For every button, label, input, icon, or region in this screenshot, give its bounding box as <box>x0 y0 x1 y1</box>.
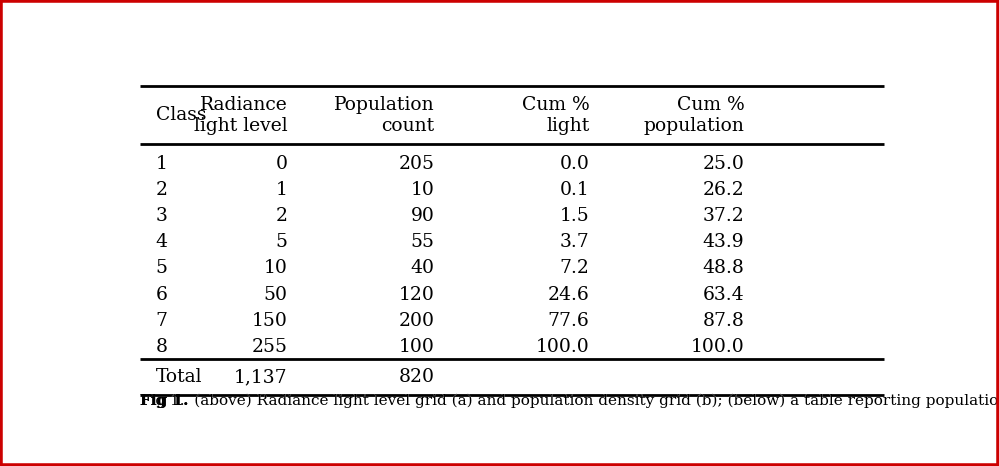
Text: 0.1: 0.1 <box>559 181 589 199</box>
Text: 100.0: 100.0 <box>535 338 589 356</box>
Text: 48.8: 48.8 <box>702 260 744 277</box>
Text: 25.0: 25.0 <box>702 155 744 172</box>
Text: 10: 10 <box>264 260 288 277</box>
Text: 2: 2 <box>276 207 288 225</box>
Text: 24.6: 24.6 <box>547 286 589 303</box>
Text: 205: 205 <box>399 155 435 172</box>
Text: Fig 1.: Fig 1. <box>140 394 189 408</box>
Text: 120: 120 <box>399 286 435 303</box>
Text: 5: 5 <box>156 260 168 277</box>
Text: 55: 55 <box>411 233 435 251</box>
Text: 40: 40 <box>411 260 435 277</box>
Text: 255: 255 <box>252 338 288 356</box>
Text: 7.2: 7.2 <box>559 260 589 277</box>
Text: Total: Total <box>156 368 203 386</box>
Text: Fig 1.  (above) Radiance light level grid (a) and population density grid (b); (: Fig 1. (above) Radiance light level grid… <box>140 394 999 408</box>
Text: 100.0: 100.0 <box>690 338 744 356</box>
Text: 5: 5 <box>276 233 288 251</box>
Text: 3: 3 <box>156 207 168 225</box>
Text: Fig 1.  (above) Radiance light level grid (a) and population density grid (b); (: Fig 1. (above) Radiance light level grid… <box>140 394 999 408</box>
Text: 200: 200 <box>399 312 435 330</box>
Text: 150: 150 <box>252 312 288 330</box>
Text: 10: 10 <box>411 181 435 199</box>
Text: Population
count: Population count <box>334 96 435 135</box>
Text: 0: 0 <box>276 155 288 172</box>
Text: 1: 1 <box>156 155 168 172</box>
Text: 820: 820 <box>399 368 435 386</box>
Text: 87.8: 87.8 <box>702 312 744 330</box>
Text: 3.7: 3.7 <box>559 233 589 251</box>
Text: 1,137: 1,137 <box>234 368 288 386</box>
Text: 37.2: 37.2 <box>702 207 744 225</box>
Text: 90: 90 <box>411 207 435 225</box>
Text: 63.4: 63.4 <box>702 286 744 303</box>
Text: 6: 6 <box>156 286 168 303</box>
Text: Class: Class <box>156 106 207 124</box>
Text: 2: 2 <box>156 181 168 199</box>
Text: 43.9: 43.9 <box>702 233 744 251</box>
Text: 1: 1 <box>276 181 288 199</box>
Text: 1.5: 1.5 <box>559 207 589 225</box>
Text: Cum %
population: Cum % population <box>643 96 744 135</box>
Text: Fig 1.: Fig 1. <box>140 394 189 408</box>
Text: 0.0: 0.0 <box>559 155 589 172</box>
Text: 4: 4 <box>156 233 168 251</box>
Text: Cum %
light: Cum % light <box>521 96 589 135</box>
Text: 100: 100 <box>399 338 435 356</box>
Text: 77.6: 77.6 <box>547 312 589 330</box>
Text: Radiance
light level: Radiance light level <box>194 96 288 135</box>
Text: 7: 7 <box>156 312 168 330</box>
Text: 50: 50 <box>264 286 288 303</box>
Text: 26.2: 26.2 <box>702 181 744 199</box>
Text: 8: 8 <box>156 338 168 356</box>
